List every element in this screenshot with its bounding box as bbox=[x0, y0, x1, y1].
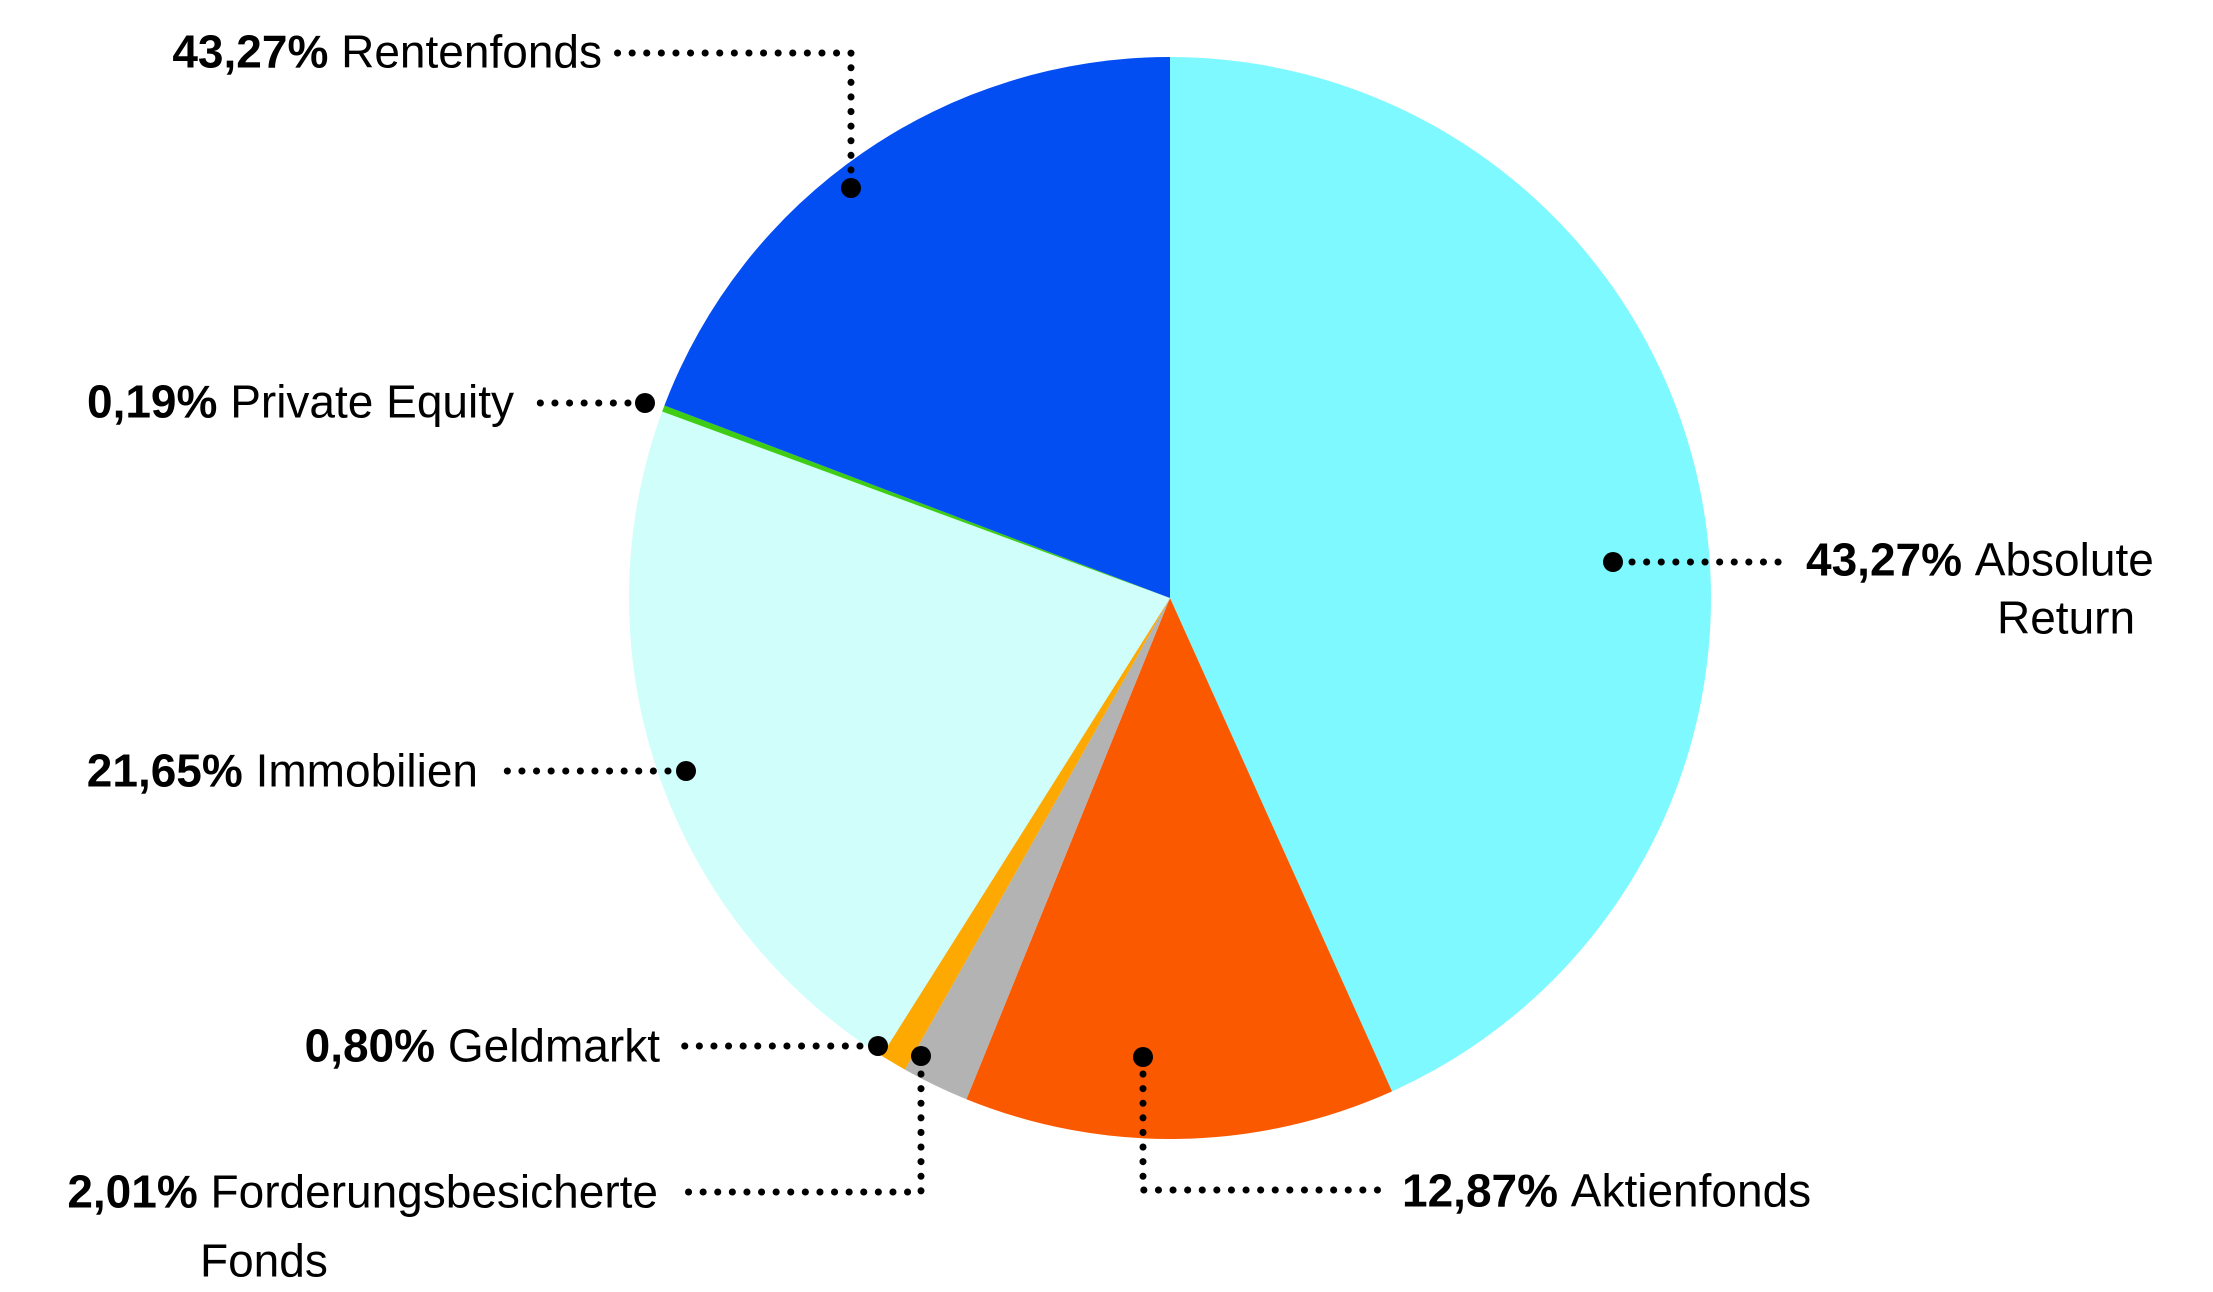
pie-slice-absolute-return bbox=[1170, 57, 1712, 1092]
slice-name-aktienfonds: Aktienfonds bbox=[1558, 1164, 1812, 1217]
slice-name-private-equity: Private Equity bbox=[217, 375, 514, 428]
pie-slice-immobilien bbox=[628, 411, 1170, 1056]
slice-label-rentenfonds: 43,27% Rentenfonds bbox=[172, 24, 602, 79]
slice-label-immobilien: 21,65% Immobilien bbox=[87, 743, 478, 798]
leader-dot-geldmarkt bbox=[868, 1036, 888, 1056]
leader-dot-absolute-return bbox=[1603, 552, 1623, 572]
slice-percent-aktienfonds: 12,87% bbox=[1402, 1164, 1559, 1217]
pie-slice-private-equity bbox=[662, 405, 1170, 598]
slice-percent-immobilien: 21,65% bbox=[86, 744, 243, 797]
slice-percent-geldmarkt: 0,80% bbox=[304, 1019, 436, 1072]
leader-line-forderungsbesicherte-fonds bbox=[670, 1070, 925, 1196]
pie-slice-forderungsbesicherte-fonds bbox=[904, 598, 1170, 1100]
slice-percent-forderungsbesicherte-fonds: 2,01% bbox=[67, 1165, 198, 1218]
leader-dot-rentenfonds bbox=[841, 178, 861, 198]
slice-percent-absolute-return: 43,27% bbox=[1806, 533, 1963, 586]
pie-slice-rentenfonds bbox=[664, 57, 1170, 598]
pie-slice-geldmarkt bbox=[881, 598, 1170, 1070]
leader-line-rentenfonds bbox=[612, 49, 855, 174]
slice-name-absolute-return-line2: Return bbox=[1997, 591, 2136, 644]
slice-name-rentenfonds: Rentenfonds bbox=[328, 25, 602, 78]
leader-dot-private-equity bbox=[635, 393, 655, 413]
slice-label-absolute-return-line1: 43,27% Absolute bbox=[1806, 532, 2154, 587]
slice-name-immobilien: Immobilien bbox=[242, 744, 478, 797]
slice-percent-rentenfonds: 43,27% bbox=[172, 25, 329, 78]
slice-label-private-equity: 0,19% Private Equity bbox=[87, 374, 514, 429]
pie-slice-aktienfonds bbox=[966, 598, 1393, 1140]
leader-dot-aktienfonds bbox=[1133, 1047, 1153, 1067]
slice-label-geldmarkt: 0,80% Geldmarkt bbox=[305, 1018, 660, 1073]
leader-dot-immobilien bbox=[676, 761, 696, 781]
slice-name-forderungsbesicherte-fonds: Forderungsbesicherte bbox=[197, 1165, 658, 1218]
slice-percent-private-equity: 0,19% bbox=[86, 375, 218, 428]
slice-label-aktienfonds: 12,87% Aktienfonds bbox=[1402, 1163, 1811, 1218]
slice-label-forderungsbesicherte-fonds-line1: 2,01% Forderungsbesicherte bbox=[67, 1164, 658, 1219]
leader-dot-forderungsbesicherte-fonds bbox=[911, 1046, 931, 1066]
slice-name-forderungsbesicherte-fonds-line2: Fonds bbox=[200, 1234, 328, 1287]
slice-name-geldmarkt: Geldmarkt bbox=[435, 1019, 660, 1072]
slice-name-absolute-return: Absolute bbox=[1962, 533, 2154, 586]
leader-line-aktienfonds bbox=[1139, 1070, 1394, 1194]
